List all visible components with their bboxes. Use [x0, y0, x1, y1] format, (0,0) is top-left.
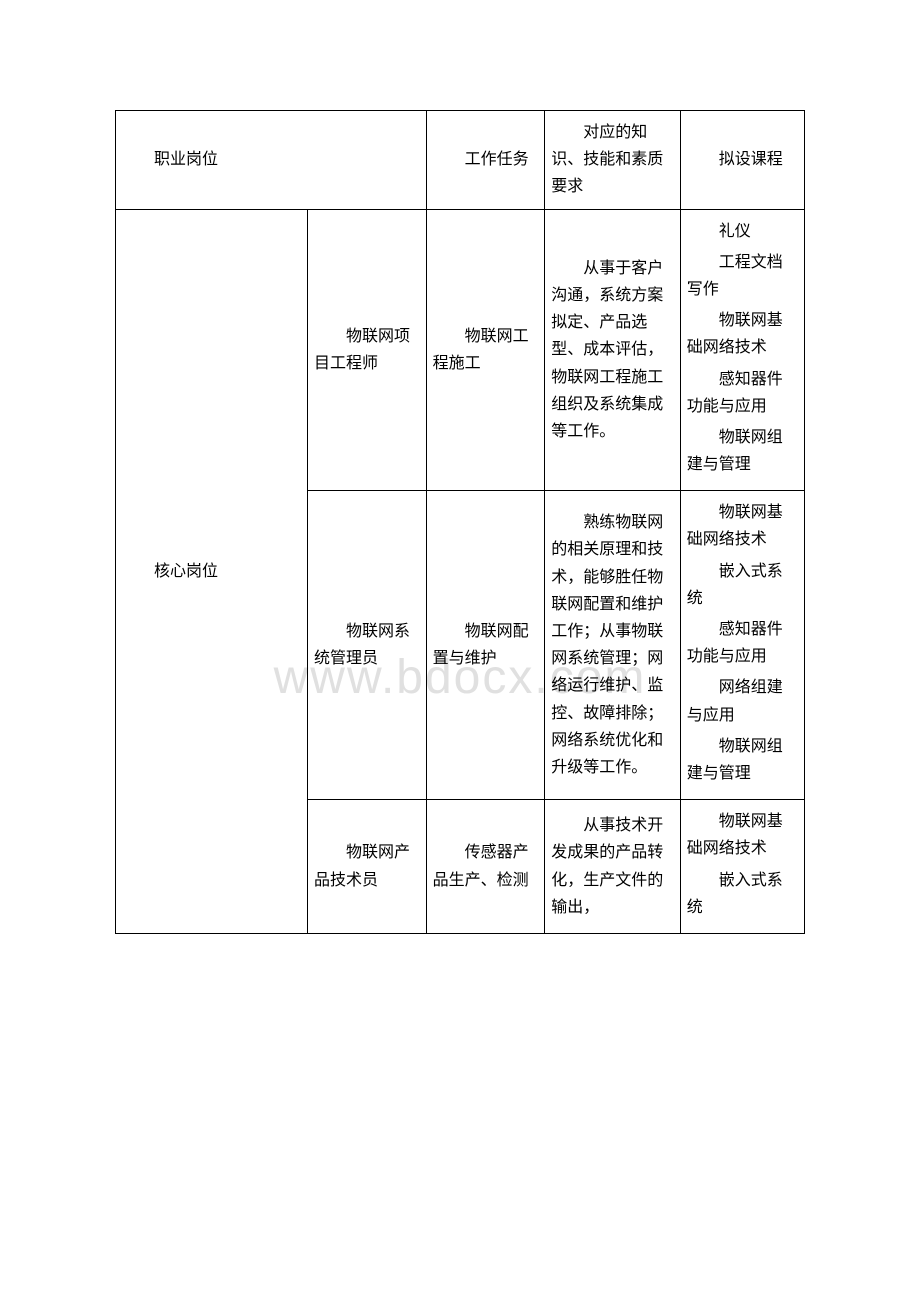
header-requirement: 对应的知识、技能和素质要求 [545, 111, 681, 210]
requirement-cell: 熟练物联网的相关原理和技术，能够胜任物联网配置和维护工作；从事物联网系统管理；网… [545, 491, 681, 800]
table-row: 核心岗位 物联网项目工程师 物联网工程施工 从事于客户沟通，系统方案拟定、产品选… [116, 209, 805, 491]
header-task: 工作任务 [426, 111, 545, 210]
position-cell: 物联网项目工程师 [308, 209, 427, 491]
course-cell: 物联网基础网络技术 嵌入式系统 感知器件功能与应用 网络组建与应用 物联网组建与… [680, 491, 804, 800]
category-cell: 核心岗位 [116, 209, 308, 933]
requirement-cell: 从事于客户沟通，系统方案拟定、产品选型、成本评估，物联网工程施工组织及系统集成等… [545, 209, 681, 491]
course-cell: 物联网基础网络技术 嵌入式系统 [680, 800, 804, 934]
task-cell: 传感器产品生产、检测 [426, 800, 545, 934]
position-cell: 物联网产品技术员 [308, 800, 427, 934]
header-course: 拟设课程 [680, 111, 804, 210]
job-table: 职业岗位 工作任务 对应的知识、技能和素质要求 拟设课程 核心岗位 物联网项目工… [115, 110, 805, 934]
course-cell: 礼仪 工程文档写作 物联网基础网络技术 感知器件功能与应用 物联网组建与管理 [680, 209, 804, 491]
task-cell: 物联网配置与维护 [426, 491, 545, 800]
requirement-cell: 从事技术开发成果的产品转化，生产文件的输出， [545, 800, 681, 934]
table-header-row: 职业岗位 工作任务 对应的知识、技能和素质要求 拟设课程 [116, 111, 805, 210]
position-cell: 物联网系统管理员 [308, 491, 427, 800]
header-position: 职业岗位 [116, 111, 427, 210]
task-cell: 物联网工程施工 [426, 209, 545, 491]
